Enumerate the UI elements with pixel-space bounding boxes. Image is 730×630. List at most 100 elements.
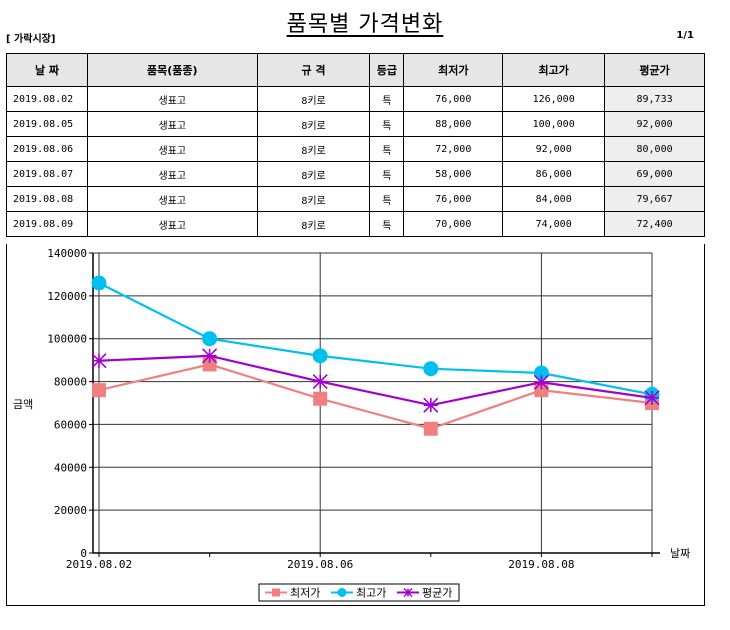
data-point-circle	[533, 365, 549, 381]
y-tick-label: 40000	[54, 461, 87, 474]
table-row: 2019.08.02 생표고 8키로 특 76,000 126,000 89,7…	[6, 86, 705, 112]
cell-spec: 8키로	[256, 186, 371, 212]
series-line	[98, 354, 653, 407]
cell-grade: 특	[369, 211, 405, 237]
cell-date: 2019.08.06	[6, 136, 88, 162]
cell-date: 2019.08.02	[6, 86, 88, 112]
data-point-asterisk	[423, 397, 439, 413]
y-tick-label: 80000	[54, 376, 87, 389]
market-label: [ 가락시장]	[6, 34, 56, 45]
cell-item: 생표고	[86, 161, 258, 187]
cell-spec: 8키로	[256, 86, 371, 112]
data-point-circle	[312, 348, 328, 364]
cell-max-price: 74,000	[502, 211, 606, 237]
data-point-square	[202, 357, 217, 372]
y-tick-label: 120000	[47, 290, 87, 303]
cell-item: 생표고	[86, 211, 258, 237]
chart-panel: 0 20000 40000 60000 80000 100000 120000 140000 2…	[6, 244, 705, 606]
header-date: 날 짜	[6, 53, 88, 87]
legend-marker	[272, 588, 280, 597]
data-point-asterisk	[91, 353, 107, 369]
header-max-price: 최고가	[502, 53, 606, 87]
data-point-circle	[202, 331, 218, 347]
header-avg-price: 평균가	[604, 53, 705, 87]
y-tick-label: 140000	[47, 247, 87, 260]
cell-spec: 8키로	[256, 111, 371, 137]
cell-spec: 8키로	[256, 161, 371, 187]
table-header-row: 날 짜 품목(품종) 규 격 등급 최저가 최고가 평균가	[6, 53, 705, 87]
legend-label: 최저가	[290, 587, 320, 600]
legend-label: 최고가	[356, 587, 386, 600]
data-point-circle	[91, 275, 107, 291]
data-point-asterisk	[312, 374, 328, 390]
cell-avg-price: 80,000	[604, 136, 705, 162]
cell-spec: 8키로	[256, 211, 371, 237]
cell-date: 2019.08.05	[6, 111, 88, 137]
cell-min-price: 58,000	[403, 161, 504, 187]
data-point-square	[423, 421, 438, 436]
cell-date: 2019.08.07	[6, 161, 88, 187]
cell-max-price: 84,000	[502, 186, 606, 212]
price-line-chart: 0 20000 40000 60000 80000 100000 120000 140000 2…	[13, 247, 690, 602]
header-grade: 등급	[369, 53, 405, 87]
y-tick-label: 0	[80, 547, 87, 560]
header-min-price: 최저가	[403, 53, 504, 87]
x-tick-label: 2019.08.08	[508, 558, 574, 571]
y-tick-label: 60000	[54, 418, 87, 431]
price-table: 날 짜 품목(품종) 규 격 등급 최저가 최고가 평균가 2019.08.02…	[6, 53, 705, 237]
cell-item: 생표고	[86, 186, 258, 212]
data-point-asterisk	[202, 348, 218, 364]
cell-min-price: 70,000	[403, 211, 504, 237]
y-axis-title: 금액	[13, 398, 33, 411]
cell-min-price: 76,000	[403, 186, 504, 212]
cell-date: 2019.08.09	[6, 211, 88, 237]
cell-max-price: 126,000	[502, 86, 606, 112]
cell-min-price: 72,000	[403, 136, 504, 162]
table-row: 2019.08.05 생표고 8키로 특 88,000 100,000 92,0…	[6, 111, 705, 137]
cell-min-price: 88,000	[403, 111, 504, 137]
legend-marker	[403, 588, 413, 597]
cell-grade: 특	[369, 111, 405, 137]
table-row: 2019.08.06 생표고 8키로 특 72,000 92,000 80,00…	[6, 136, 705, 162]
data-point-square	[313, 391, 328, 406]
cell-min-price: 76,000	[403, 86, 504, 112]
data-point-asterisk	[644, 390, 660, 406]
x-axis-title: 날짜	[670, 547, 690, 560]
cell-item: 생표고	[86, 136, 258, 162]
cell-max-price: 86,000	[502, 161, 606, 187]
cell-avg-price: 72,400	[604, 211, 705, 237]
cell-max-price: 100,000	[502, 111, 606, 137]
data-point-asterisk	[533, 374, 549, 390]
data-point-square	[92, 383, 106, 398]
series-line	[98, 282, 653, 396]
cell-avg-price: 92,000	[604, 111, 705, 137]
cell-max-price: 92,000	[502, 136, 606, 162]
cell-grade: 특	[369, 161, 405, 187]
cell-spec: 8키로	[256, 136, 371, 162]
page-number: 1/1	[676, 30, 694, 41]
legend-label: 평균가	[422, 587, 452, 600]
y-tick-label: 100000	[47, 333, 87, 346]
report-title: 품목별 가격변화	[286, 12, 444, 37]
table-row: 2019.08.09 생표고 8키로 특 70,000 74,000 72,40…	[6, 211, 705, 237]
legend-marker	[337, 588, 347, 597]
cell-grade: 특	[369, 186, 405, 212]
legend-box	[258, 583, 460, 602]
y-tick-label: 20000	[54, 504, 87, 517]
cell-item: 생표고	[86, 86, 258, 112]
cell-avg-price: 89,733	[604, 86, 705, 112]
cell-avg-price: 69,000	[604, 161, 705, 187]
table-row: 2019.08.07 생표고 8키로 특 58,000 86,000 69,00…	[6, 161, 705, 187]
table-row: 2019.08.08 생표고 8키로 특 76,000 84,000 79,66…	[6, 186, 705, 212]
cell-avg-price: 79,667	[604, 186, 705, 212]
data-point-circle	[423, 361, 439, 377]
series-line	[98, 363, 653, 430]
cell-grade: 특	[369, 86, 405, 112]
header-item: 품목(품종)	[86, 53, 258, 87]
header-spec: 규 격	[256, 53, 371, 87]
cell-date: 2019.08.08	[6, 186, 88, 212]
cell-grade: 특	[369, 136, 405, 162]
x-tick-label: 2019.08.02	[66, 558, 132, 571]
x-tick-label: 2019.08.06	[287, 558, 353, 571]
cell-item: 생표고	[86, 111, 258, 137]
